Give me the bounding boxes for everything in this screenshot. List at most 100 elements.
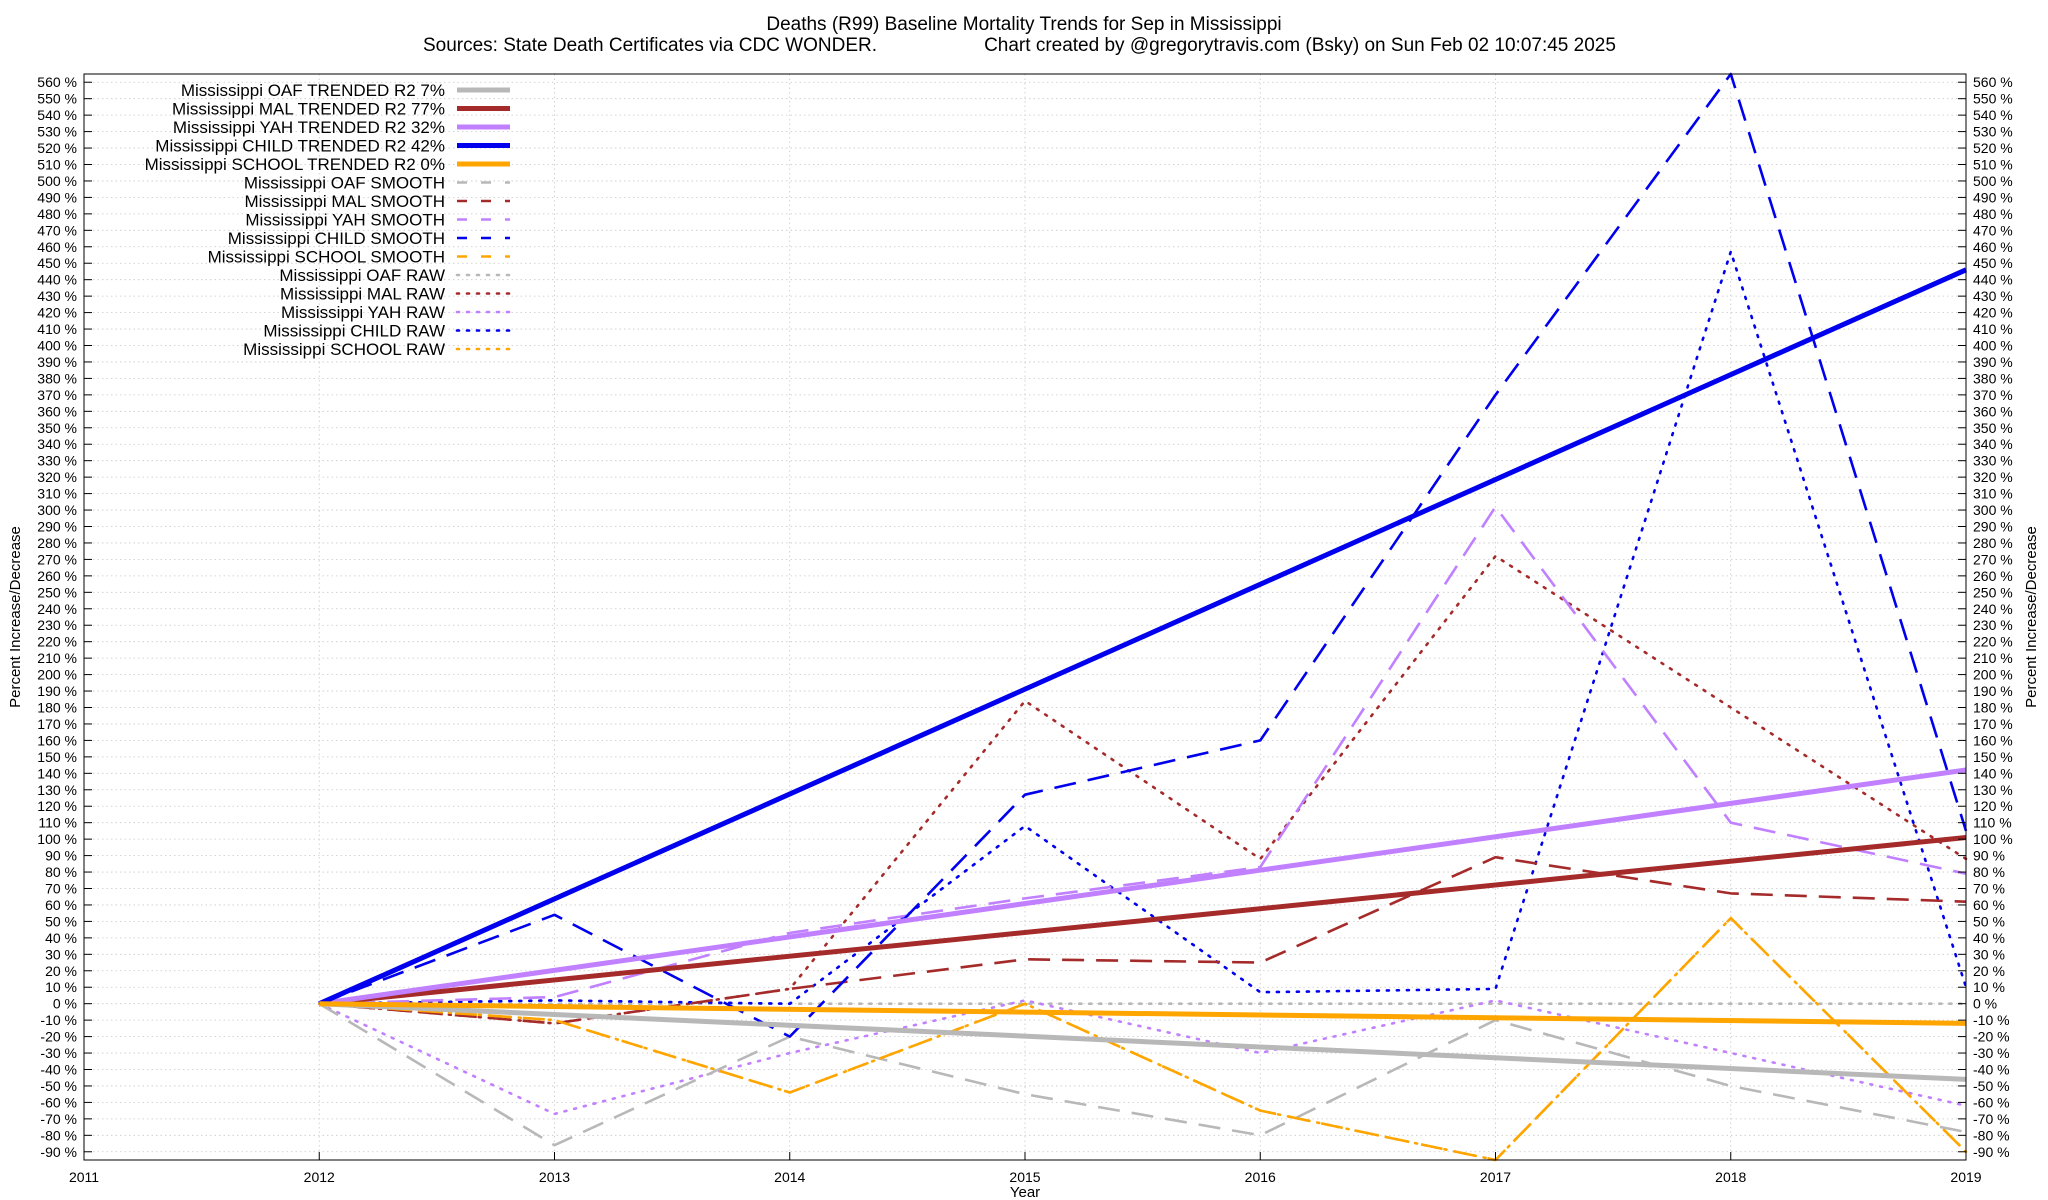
x-tick-label: 2015 xyxy=(1009,1169,1040,1185)
y-axis-ticks: -90 % -90 %-80 % -80 %-70 % -70 %-60 % -60 %… xyxy=(37,74,2012,1160)
y-tick-label-right: 470 % xyxy=(1973,222,2013,238)
chart-subtitle-credit: Chart created by @gregorytravis.com (Bsk… xyxy=(984,35,1616,56)
y-tick-label-left: 350 % xyxy=(37,420,77,436)
y-tick-label-right: 480 % xyxy=(1973,206,2013,222)
chart-title: Deaths (R99) Baseline Mortality Trends f… xyxy=(766,14,1281,35)
y-tick-label-left: 450 % xyxy=(37,255,77,271)
y-tick-label-left: -80 % xyxy=(40,1127,77,1143)
y-tick-label-right: 230 % xyxy=(1973,617,2013,633)
y-tick-label-right: 350 % xyxy=(1973,420,2013,436)
y-tick-label-right: 490 % xyxy=(1973,189,2013,205)
y-tick-label-right: 520 % xyxy=(1973,140,2013,156)
y-tick-label-right: 450 % xyxy=(1973,255,2013,271)
y-axis-label-right: Percent Increase/Decrease xyxy=(2023,526,2040,708)
y-tick-label-left: 410 % xyxy=(37,321,77,337)
y-tick-label-right: 220 % xyxy=(1973,634,2013,650)
x-tick-label: 2016 xyxy=(1245,1169,1276,1185)
y-tick-label-right: -80 % xyxy=(1973,1127,2010,1143)
y-tick-label-left: -70 % xyxy=(40,1111,77,1127)
y-tick-label-right: 100 % xyxy=(1973,831,2013,847)
y-tick-label-left: 230 % xyxy=(37,617,77,633)
y-tick-label-right: 390 % xyxy=(1973,354,2013,370)
y-tick-label-right: 190 % xyxy=(1973,683,2013,699)
y-tick-label-right: -90 % xyxy=(1973,1144,2010,1160)
y-tick-label-left: 0 % xyxy=(53,996,77,1012)
y-tick-label-right: 240 % xyxy=(1973,601,2013,617)
y-tick-label-left: 520 % xyxy=(37,140,77,156)
y-tick-label-right: 510 % xyxy=(1973,157,2013,173)
x-axis-label: Year xyxy=(1010,1184,1040,1200)
y-tick-label-right: 360 % xyxy=(1973,403,2013,419)
series-line-8 xyxy=(319,505,1967,1005)
series-lines xyxy=(317,72,1968,1162)
legend-label: Mississippi MAL RAW xyxy=(280,285,445,304)
y-tick-label-right: 320 % xyxy=(1973,469,2013,485)
y-tick-label-right: -30 % xyxy=(1973,1045,2010,1061)
y-tick-label-left: 370 % xyxy=(37,387,77,403)
y-tick-label-left: 360 % xyxy=(37,403,77,419)
y-tick-label-left: 290 % xyxy=(37,519,77,535)
y-tick-label-left: 490 % xyxy=(37,189,77,205)
y-tick-label-left: -30 % xyxy=(40,1045,77,1061)
y-tick-label-right: 410 % xyxy=(1973,321,2013,337)
legend-label: Mississippi YAH TRENDED R2 32% xyxy=(173,118,445,137)
y-tick-label-right: 540 % xyxy=(1973,107,2013,123)
y-tick-label-right: 290 % xyxy=(1973,519,2013,535)
x-tick-label: 2019 xyxy=(1950,1169,1981,1185)
y-tick-label-left: 530 % xyxy=(37,124,77,140)
y-tick-label-right: 170 % xyxy=(1973,716,2013,732)
y-tick-label-left: 510 % xyxy=(37,157,77,173)
y-tick-label-left: 150 % xyxy=(37,749,77,765)
y-tick-label-left: 470 % xyxy=(37,222,77,238)
legend: Mississippi OAF TRENDED R2 7% Mississippi… xyxy=(145,81,512,359)
y-tick-label-right: 90 % xyxy=(1973,848,2005,864)
y-tick-label-right: 370 % xyxy=(1973,387,2013,403)
legend-label: Mississippi CHILD SMOOTH xyxy=(228,229,445,248)
y-tick-label-left: 500 % xyxy=(37,173,77,189)
y-tick-label-right: 30 % xyxy=(1973,946,2005,962)
chart-subtitle-source: Sources: State Death Certificates via CD… xyxy=(423,35,877,56)
legend-label: Mississippi SCHOOL SMOOTH xyxy=(208,248,445,267)
y-tick-label-left: 10 % xyxy=(45,979,77,995)
y-tick-label-left: 60 % xyxy=(45,897,77,913)
y-tick-label-left: 310 % xyxy=(37,486,77,502)
y-tick-label-left: 210 % xyxy=(37,650,77,666)
y-tick-label-left: 400 % xyxy=(37,338,77,354)
y-tick-label-left: 100 % xyxy=(37,831,77,847)
y-tick-label-left: 40 % xyxy=(45,930,77,946)
y-tick-label-right: 130 % xyxy=(1973,782,2013,798)
y-tick-label-right: -20 % xyxy=(1973,1029,2010,1045)
y-tick-label-right: 500 % xyxy=(1973,173,2013,189)
y-tick-label-left: 190 % xyxy=(37,683,77,699)
series-line-6 xyxy=(318,1002,1967,1147)
y-tick-label-left: 120 % xyxy=(37,798,77,814)
y-tick-label-right: 110 % xyxy=(1973,815,2012,831)
y-tick-label-right: 200 % xyxy=(1973,667,2013,683)
y-tick-label-left: 390 % xyxy=(37,354,77,370)
y-tick-label-right: -50 % xyxy=(1973,1078,2010,1094)
series-line-4 xyxy=(318,267,1968,1006)
y-tick-label-right: 530 % xyxy=(1973,124,2013,140)
y-tick-label-right: 50 % xyxy=(1973,913,2005,929)
x-tick-label: 2014 xyxy=(774,1169,805,1185)
y-tick-label-left: 340 % xyxy=(37,436,77,452)
series-line-9 xyxy=(318,72,1968,1038)
y-tick-label-right: 270 % xyxy=(1973,551,2013,567)
y-tick-label-left: 440 % xyxy=(37,272,77,288)
legend-label: Mississippi YAH SMOOTH xyxy=(245,211,445,230)
legend-label: Mississippi OAF TRENDED R2 7% xyxy=(181,81,445,100)
series-line-10 xyxy=(319,916,1967,1162)
y-tick-label-left: 130 % xyxy=(37,782,77,798)
legend-label: Mississippi MAL SMOOTH xyxy=(244,192,445,211)
y-tick-label-right: 70 % xyxy=(1973,881,2005,897)
y-tick-label-left: 540 % xyxy=(37,107,77,123)
y-tick-label-left: 420 % xyxy=(37,305,77,321)
y-tick-label-left: 330 % xyxy=(37,453,77,469)
y-tick-label-left: 200 % xyxy=(37,667,77,683)
y-tick-label-left: 430 % xyxy=(37,288,77,304)
y-tick-label-right: 180 % xyxy=(1973,700,2013,716)
y-tick-label-right: 80 % xyxy=(1973,864,2005,880)
y-tick-label-right: 280 % xyxy=(1973,535,2013,551)
y-tick-label-left: 560 % xyxy=(37,74,77,90)
